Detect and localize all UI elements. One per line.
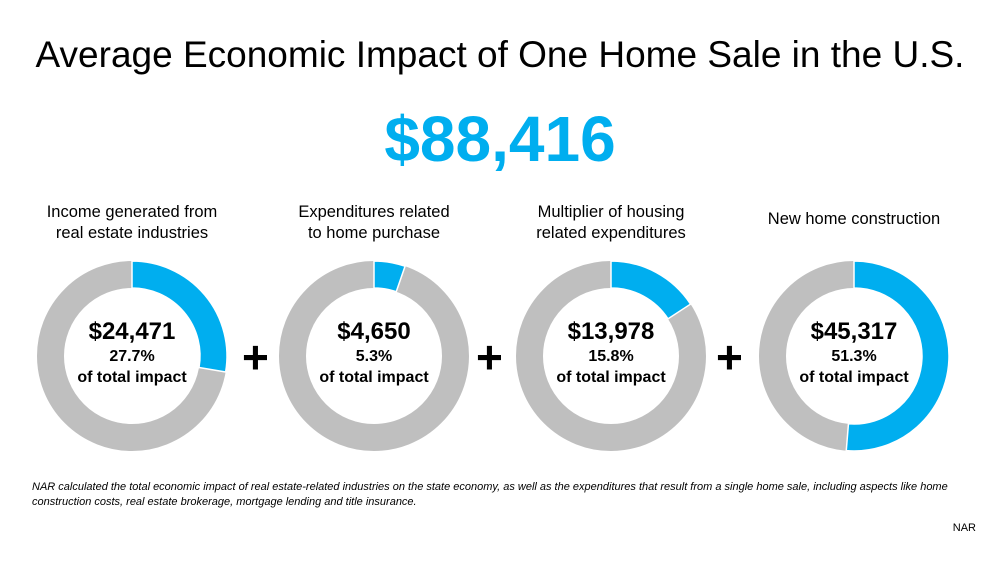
donut-slice [373, 260, 407, 293]
plus-sign: + [716, 331, 743, 383]
category-label: Multiplier of housing related expenditure… [496, 202, 726, 244]
category-label-line: related expenditures [536, 224, 686, 242]
page-title: Average Economic Impact of One Home Sale… [35, 34, 965, 75]
percent-caption: of total impact [319, 369, 429, 386]
percent-value: 27.7% [109, 348, 155, 365]
percent-value: 5.3% [355, 348, 393, 365]
percent-caption: of total impact [556, 369, 666, 386]
plus-sign: + [242, 331, 269, 383]
percent-caption: of total impact [77, 369, 187, 386]
category-label-line: Income generated from [46, 203, 218, 221]
amount-value: $45,317 [810, 318, 898, 345]
plus-sign: + [476, 331, 503, 383]
donut-center-text: $4,650 5.3% of total impact [294, 318, 454, 388]
donut-slice [845, 260, 950, 452]
amount-value: $24,471 [88, 318, 176, 345]
category-label: New home construction [739, 209, 969, 230]
percent-caption: of total impact [799, 369, 909, 386]
category-label: Income generated from real estate industr… [17, 202, 247, 244]
amount-value: $13,978 [567, 318, 655, 345]
source: NAR [952, 522, 976, 534]
percent-value: 15.8% [588, 348, 634, 365]
donut-center-text: $13,978 15.8% of total impact [531, 318, 691, 388]
category-label-line: New home construction [767, 210, 941, 228]
donut-slice [131, 260, 228, 373]
total-impact: $88,416 [384, 103, 616, 175]
donut-slice [610, 260, 692, 320]
category-label-line: Expenditures related [298, 203, 450, 221]
percent-value: 51.3% [831, 348, 877, 365]
category-label-line: to home purchase [307, 224, 441, 242]
footnote: NAR calculated the total economic impact… [32, 481, 948, 508]
donut-center-text: $45,317 51.3% of total impact [774, 318, 934, 388]
category-label-line: Multiplier of housing [537, 203, 685, 221]
category-label: Expenditures related to home purchase [259, 202, 489, 244]
donut-center-text: $24,471 27.7% of total impact [52, 318, 212, 388]
category-label-line: real estate industries [55, 224, 209, 242]
amount-value: $4,650 [337, 318, 411, 345]
